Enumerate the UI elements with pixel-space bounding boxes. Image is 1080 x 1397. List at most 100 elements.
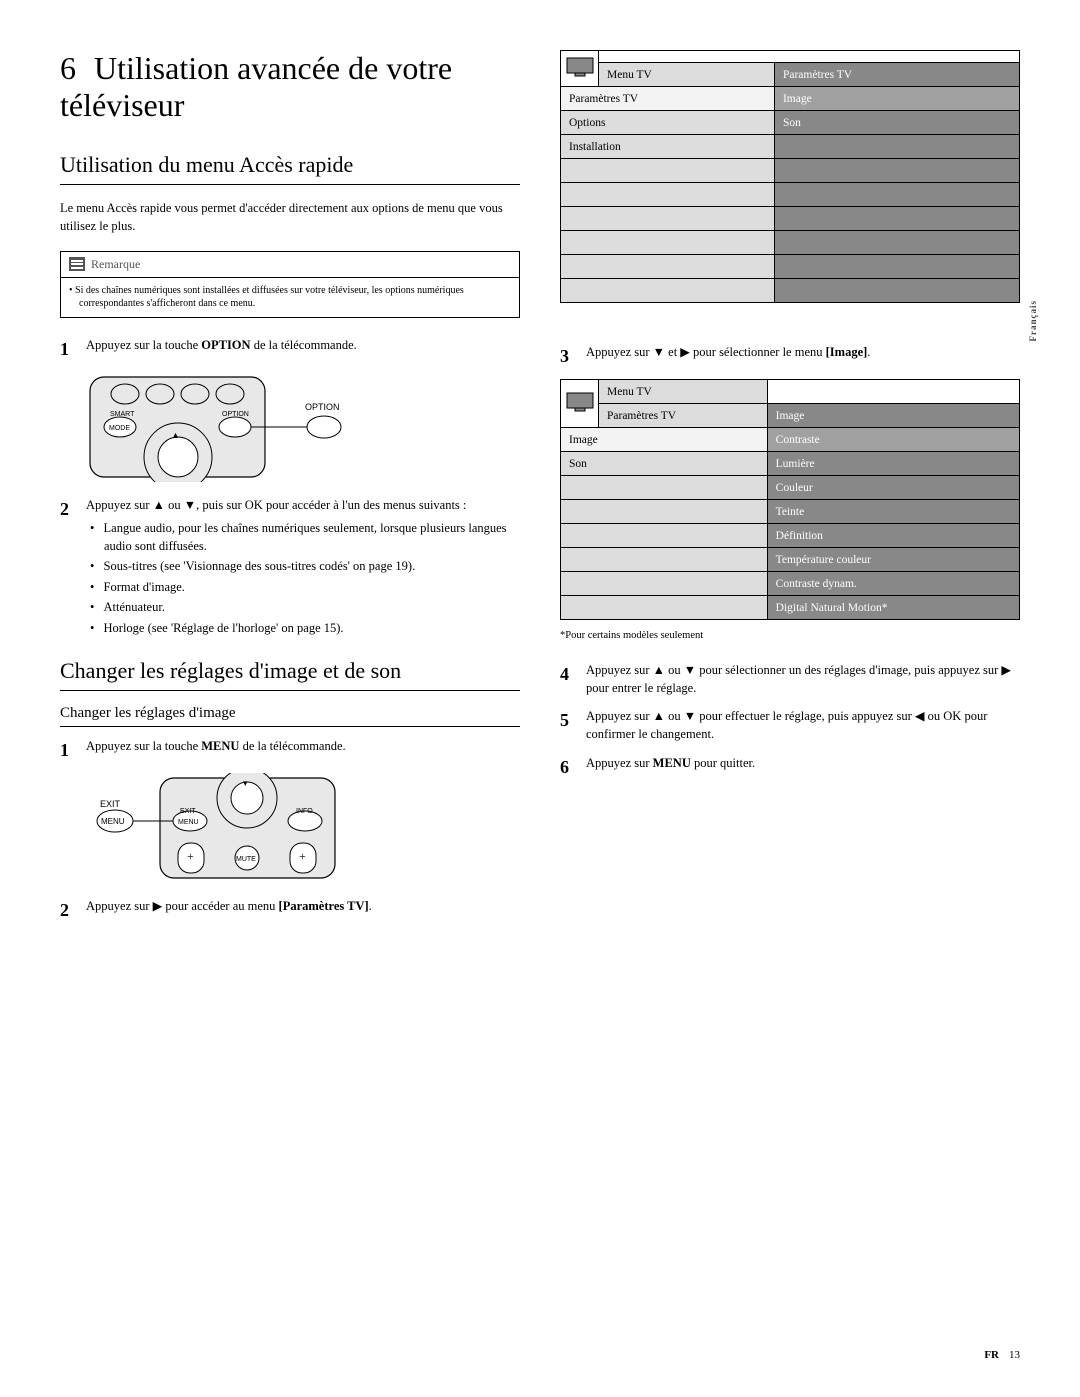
t1-empty-l [561, 207, 775, 231]
t1-empty-r [774, 183, 1019, 207]
tv-icon-cell [561, 51, 599, 87]
t2-left-header: Menu TV [599, 380, 768, 404]
step-number: 2 [60, 496, 76, 522]
t2-right-1: Lumière [767, 452, 1019, 476]
svg-text:+: + [187, 849, 194, 863]
s2-step2-pre: Appuyez sur ▶ pour accéder au menu [86, 899, 279, 913]
tv-icon [565, 56, 595, 78]
svg-text:+: + [299, 849, 306, 863]
t2-left-1: Son [561, 452, 768, 476]
t1-empty-r [774, 231, 1019, 255]
t1-right-0: Image [774, 87, 1019, 111]
s2-step1-bold: MENU [201, 739, 239, 753]
t2-left-sub: Paramètres TV [599, 404, 768, 428]
t1-empty-r [774, 255, 1019, 279]
step-1b: 1 Appuyez sur la touche MENU de la téléc… [60, 737, 520, 763]
t2-right-sub: Image [767, 404, 1019, 428]
t1-left-0: Paramètres TV [561, 87, 775, 111]
step-4-text: Appuyez sur ▲ ou ▼ pour sélectionner un … [586, 661, 1020, 697]
svg-text:▾: ▾ [243, 778, 248, 788]
step1-bold: OPTION [201, 338, 250, 352]
t1-empty-l [561, 183, 775, 207]
bullet-2: Format d'image. [104, 579, 520, 597]
t2-left-0: Image [561, 428, 768, 452]
step3-bold: [Image] [826, 345, 868, 359]
t1-right-header: Paramètres TV [774, 63, 1019, 87]
remote-illustration-menu: ▾ EXIT MENU INFO + + MUTE EXIT MENU [80, 773, 360, 883]
step-5-text: Appuyez sur ▲ ou ▼ pour effectuer le rég… [586, 707, 1020, 743]
label-menu-callout: MENU [101, 817, 125, 826]
chapter-title: 6Utilisation avancée de votre téléviseur [60, 50, 520, 124]
step6-post: pour quitter. [691, 756, 755, 770]
t2-right-4: Définition [767, 524, 1019, 548]
step3-post: . [867, 345, 870, 359]
step-2-text: Appuyez sur ▲ ou ▼, puis sur OK pour acc… [86, 498, 466, 512]
label-exit-small: EXIT [180, 808, 196, 815]
footer-lang: FR [984, 1349, 999, 1361]
step-number: 4 [560, 661, 576, 687]
label-mode: MODE [109, 425, 130, 432]
section1-steps-2: 2 Appuyez sur ▲ ou ▼, puis sur OK pour a… [60, 496, 520, 640]
step-6: 6 Appuyez sur MENU pour quitter. [560, 754, 1020, 780]
step-2b: 2 Appuyez sur ▶ pour accéder au menu [Pa… [60, 897, 520, 923]
section2-steps-2: 2 Appuyez sur ▶ pour accéder au menu [Pa… [60, 897, 520, 923]
t2-empty-l [561, 524, 768, 548]
t1-empty-l [561, 231, 775, 255]
step-2-bullets: Langue audio, pour les chaînes numérique… [86, 520, 520, 637]
t1-left-header: Menu TV [599, 63, 775, 87]
t1-empty-l [561, 255, 775, 279]
s2-step1-pre: Appuyez sur la touche [86, 739, 201, 753]
right-steps-456: 4 Appuyez sur ▲ ou ▼ pour sélectionner u… [560, 661, 1020, 780]
label-exit-callout: EXIT [100, 799, 121, 809]
t1-empty [774, 135, 1019, 159]
label-option-callout: OPTION [305, 402, 340, 412]
chapter-title-text: Utilisation avancée de votre téléviseur [60, 50, 452, 123]
step-number: 1 [60, 737, 76, 763]
step1-post: de la télécommande. [251, 338, 357, 352]
t2-right-3: Teinte [767, 500, 1019, 524]
t1-left-1: Options [561, 111, 775, 135]
step-number: 5 [560, 707, 576, 733]
step6-bold: MENU [653, 756, 691, 770]
section1-title: Utilisation du menu Accès rapide [60, 152, 520, 185]
bullet-0: Langue audio, pour les chaînes numérique… [104, 520, 520, 555]
menu-table-image: Menu TV Paramètres TV Image ImageContras… [560, 379, 1020, 620]
chapter-number: 6 [60, 50, 76, 87]
note-header: Remarque [61, 252, 519, 278]
t2-empty-l [561, 548, 768, 572]
step-number: 1 [60, 336, 76, 362]
t1-empty-r [774, 279, 1019, 303]
t2-empty-l [561, 572, 768, 596]
step-number: 3 [560, 343, 576, 369]
svg-text:▴: ▴ [173, 430, 178, 441]
section1-intro: Le menu Accès rapide vous permet d'accéd… [60, 199, 520, 235]
language-side-tab: Français [1028, 300, 1038, 342]
step-number: 6 [560, 754, 576, 780]
t2-right-0: Contraste [767, 428, 1019, 452]
page-footer: FR13 [984, 1349, 1020, 1361]
label-mute: MUTE [236, 856, 256, 863]
s2-step1-post: de la télécommande. [239, 739, 345, 753]
note-text: Si des chaînes numériques sont installée… [61, 278, 519, 317]
step6-pre: Appuyez sur [586, 756, 653, 770]
tv-icon [565, 391, 595, 413]
step-1-text: Appuyez sur la touche OPTION de la téléc… [86, 336, 520, 354]
bullet-3: Atténuateur. [104, 599, 520, 617]
label-info: INFO [296, 808, 313, 815]
section2-steps: 1 Appuyez sur la touche MENU de la téléc… [60, 737, 520, 763]
t1-empty-l [561, 279, 775, 303]
right-column: Menu TV Paramètres TV Paramètres TVImage… [560, 50, 1020, 933]
note-box: Remarque Si des chaînes numériques sont … [60, 251, 520, 318]
t2-right-2: Couleur [767, 476, 1019, 500]
s2-step2-bold: [Paramètres TV] [279, 899, 369, 913]
bullet-4: Horloge (see 'Réglage de l'horloge' on p… [104, 620, 520, 638]
t2-right-7: Digital Natural Motion* [767, 596, 1019, 620]
step-number: 2 [60, 897, 76, 923]
bullet-1: Sous-titres (see 'Visionnage des sous-ti… [104, 558, 520, 576]
section2-subtitle: Changer les réglages d'image [60, 705, 520, 727]
left-column: 6Utilisation avancée de votre téléviseur… [60, 50, 520, 933]
t1-right-1: Son [774, 111, 1019, 135]
page-body: 6Utilisation avancée de votre téléviseur… [60, 50, 1020, 933]
t1-empty-r [774, 207, 1019, 231]
t2-empty-l [561, 476, 768, 500]
